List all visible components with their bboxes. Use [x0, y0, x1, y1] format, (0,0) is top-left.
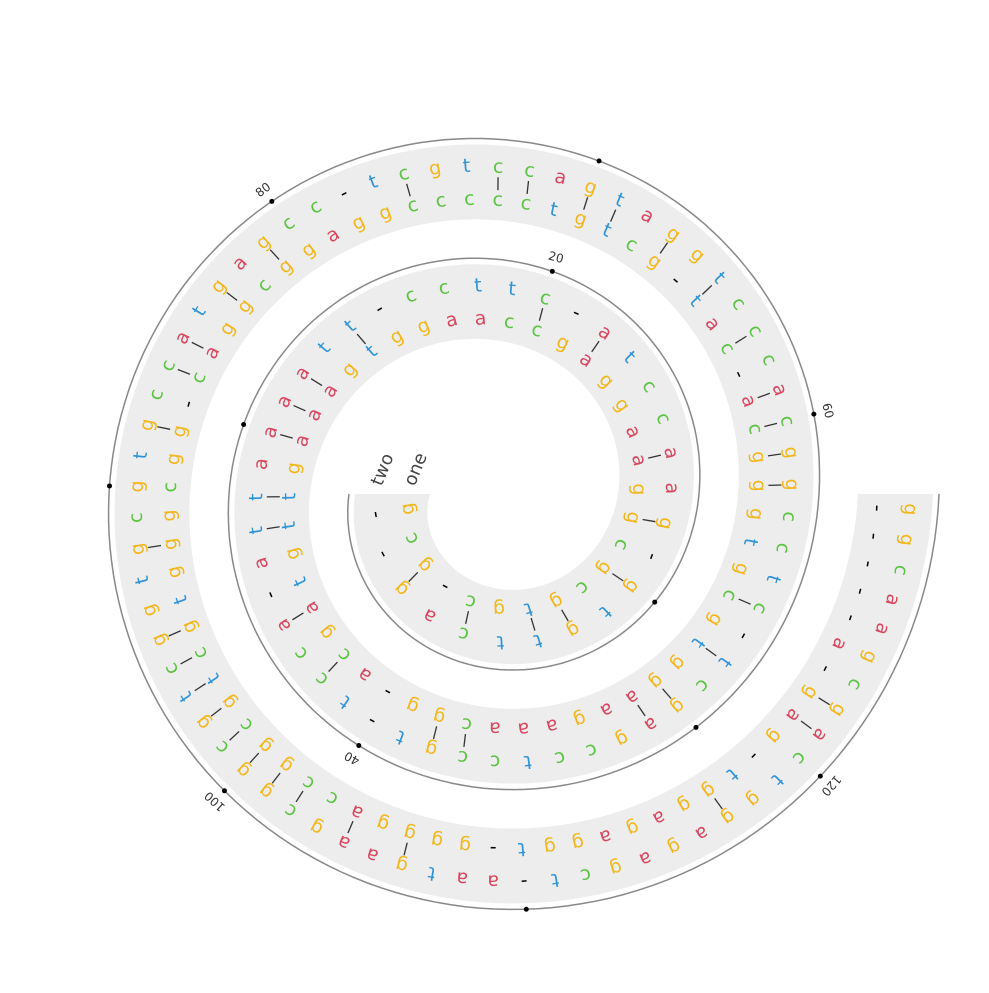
base-letter: g — [781, 478, 803, 491]
tick-label: 60 — [819, 402, 836, 420]
base-letter: a — [489, 718, 501, 740]
tick-dot — [269, 199, 274, 204]
base-letter: t — [245, 493, 267, 501]
base-letter: c — [493, 156, 504, 178]
base-letter: - — [866, 504, 888, 512]
base-letter: g — [493, 598, 506, 621]
base-letter: c — [159, 482, 181, 493]
base-letter: - — [490, 837, 497, 859]
tick-label: 40 — [342, 749, 362, 769]
tick-dot — [524, 907, 529, 912]
base-letter: t — [496, 631, 504, 653]
tick-label: 20 — [547, 249, 565, 266]
tick-dot — [356, 743, 361, 748]
base-letter: g — [628, 483, 650, 496]
track-name: one — [400, 450, 432, 489]
base-letter: g — [745, 507, 768, 521]
base-letter: c — [490, 751, 501, 773]
base-letter: t — [278, 493, 300, 501]
base-letter: g — [458, 834, 472, 857]
tick-dot — [222, 788, 227, 793]
tick-dot — [550, 269, 555, 274]
base-letter: a — [487, 870, 499, 892]
base-letter: g — [899, 503, 921, 516]
track-name: two — [367, 450, 399, 488]
base-letter: g — [748, 479, 770, 492]
base-letter: g — [158, 509, 181, 522]
base-letter: a — [455, 867, 468, 890]
tick-dot — [652, 600, 657, 605]
tick-dot — [241, 422, 246, 427]
tick-label: 80 — [253, 180, 274, 200]
base-letter: g — [895, 533, 918, 547]
base-letter: g — [162, 452, 185, 466]
base-letter: c — [463, 188, 475, 211]
base-letter: g — [126, 480, 148, 493]
tick-dot — [693, 725, 698, 730]
base-letter: c — [492, 189, 503, 211]
tick-dot — [597, 159, 602, 164]
tick-dot — [107, 483, 112, 488]
base-letter: c — [125, 512, 148, 524]
base-letter: a — [474, 307, 487, 330]
base-letter: c — [778, 511, 801, 523]
base-letter: a — [661, 482, 683, 494]
tick-dot — [811, 412, 816, 417]
base-letter: c — [503, 310, 515, 333]
tick-dot — [818, 774, 823, 779]
